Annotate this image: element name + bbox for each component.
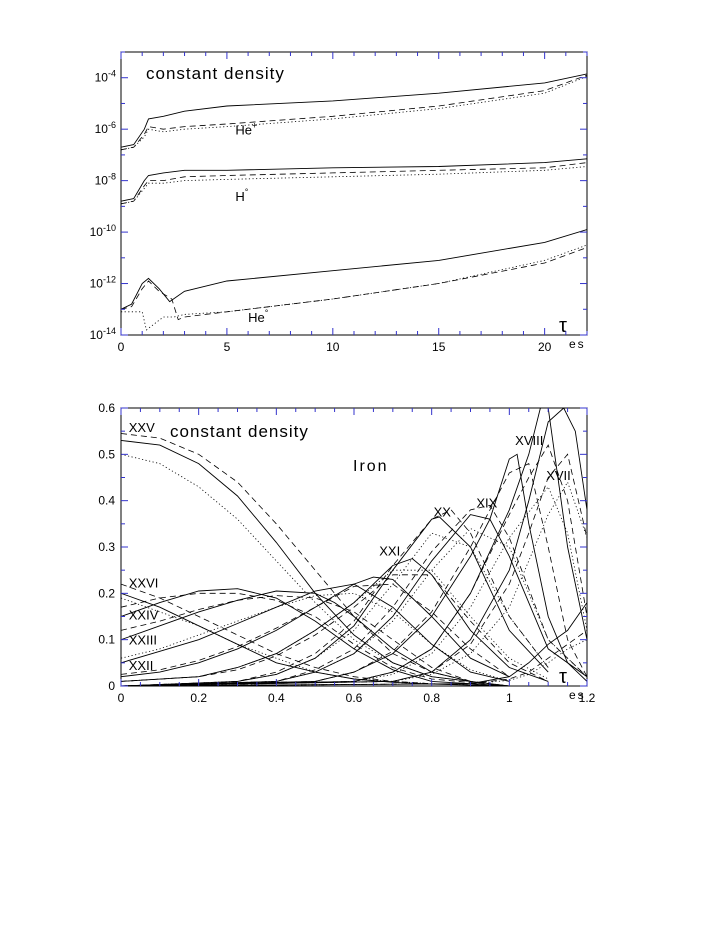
chart-subtitle: Iron [353,458,389,475]
x-tick-label: 15 [432,340,446,354]
x-tick-label: 10 [326,340,340,354]
series-line-26 [121,408,587,686]
x-tick-label: 0 [118,691,125,705]
series-group [121,73,587,331]
ion-label: XXIII [129,632,157,647]
x-tick-label: 20 [538,340,552,354]
series-line-4 [121,158,587,202]
plot-frame [120,407,588,687]
series-line-16 [121,574,549,682]
x-tick-label: 0.2 [190,691,207,705]
y-tick-label: 10-6 [95,120,116,136]
bottom-chart-panel: 0 0.2 0.4 0.6 0.8 1 1.2 0 0.1 0.2 0.3 0.4 0.5 0.6 τes c… [98,401,595,705]
x-tick-label: 0.8 [423,691,440,705]
series-annotation: He+ [235,120,257,137]
series-group [121,408,587,686]
x-axis-label-subscript: es [569,688,586,702]
y-tick-label: 10-8 [95,172,116,188]
x-tick-label: 0.6 [346,691,363,705]
y-tick-label: 10-14 [90,326,116,342]
series-line-15 [121,558,549,682]
series-line-25 [121,463,587,686]
series-line-14 [121,583,510,678]
series-line-22 [121,504,587,686]
series-line-2 [121,74,587,151]
series-line-17 [121,569,549,682]
series-line-1 [121,73,587,148]
series-line-1 [121,439,510,686]
y-tick-label: 0.1 [98,633,115,647]
series-line-18 [121,516,549,686]
x-axis-label: τ [559,315,567,337]
y-tick-label: 10-10 [90,223,116,239]
y-tick-label: 0.2 [98,586,115,600]
x-tick-label: 1.2 [579,691,596,705]
ion-label: XX [434,504,452,519]
chart-title: constant density [170,422,309,441]
series-line-8 [121,247,587,321]
ion-label: XIX [476,496,497,511]
ion-label: XXI [379,543,400,558]
series-line-6 [121,597,510,686]
series-annotation: H° [235,187,248,204]
series-line-2 [121,433,510,686]
y-tick-label: 0 [108,679,115,693]
series-line-10 [121,595,471,682]
series-line-31 [121,481,587,686]
series-line-29 [121,408,587,686]
series-line-3 [121,453,510,686]
y-tick-label: 0.6 [98,401,115,415]
x-tick-label: 1 [506,691,513,705]
series-line-7 [121,229,587,310]
series-line-21 [121,514,587,686]
series-line-8 [121,592,510,686]
series-line-6 [121,166,587,205]
x-tick-label: 0.4 [268,691,285,705]
series-line-5 [121,162,587,205]
ion-label: XXV [129,420,155,435]
series-annotation: He° [248,308,269,325]
ion-label: XVII [546,468,571,483]
y-tick-label: 10-12 [90,275,116,291]
ion-label: XXII [129,658,154,673]
y-tick-label: 10-4 [95,69,116,85]
series-line-3 [121,76,587,151]
x-tick-label: 0 [118,340,125,354]
series-line-11 [121,583,510,682]
series-line-24 [121,453,587,686]
x-tick-label: 5 [224,340,231,354]
y-tick-label: 0.4 [98,494,115,508]
plot-frame [120,51,588,336]
x-axis-label: τ [559,666,567,688]
ion-label: XXVI [129,575,159,590]
y-tick-label: 0.5 [98,447,115,461]
ion-label: XVIII [515,433,543,448]
ion-label: XXIV [129,608,159,623]
chart-title: constant density [146,64,285,83]
series-line-19 [121,509,549,686]
series-line-30 [121,453,587,686]
series-line-23 [121,528,587,686]
series-line-9 [121,590,471,682]
series-line-9 [121,244,587,331]
top-chart-panel: 0 5 10 15 20 10-4 10-6 10-8 10-10 10-12 10-14 τes co… [90,51,588,354]
series-line-27 [121,444,587,686]
y-tick-label: 0.3 [98,540,115,554]
x-axis-label-subscript: es [569,337,586,351]
series-line-13 [121,576,510,678]
series-line-7 [121,588,510,686]
